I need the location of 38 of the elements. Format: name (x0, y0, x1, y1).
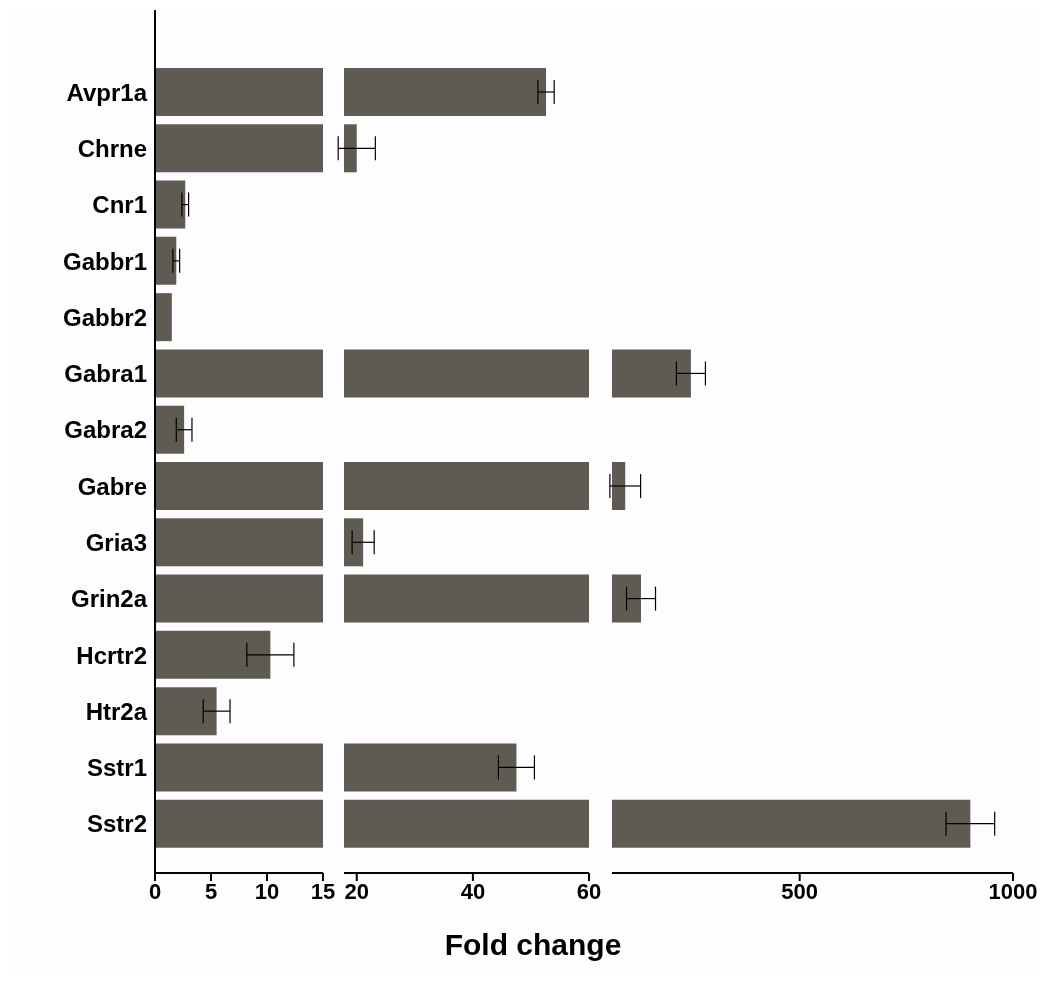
y-tick-label: Hcrtr2 (76, 641, 147, 669)
x-tick-label: 20 (344, 878, 370, 904)
bar (155, 743, 323, 792)
x-axis-title: Fold change (443, 928, 623, 962)
y-tick-label: Htr2a (85, 697, 148, 725)
y-tick-label: Grin2a (70, 585, 148, 613)
y-tick-label: Gabbr2 (62, 303, 147, 331)
bar (155, 236, 177, 285)
x-tick-label: 60 (576, 878, 602, 904)
bar (155, 630, 271, 679)
bar (155, 462, 323, 510)
bar (155, 124, 323, 173)
y-tick-label: Gabra1 (64, 360, 147, 388)
bar (155, 405, 185, 454)
bar (155, 349, 323, 398)
x-tick-label: 1000 (988, 878, 1038, 904)
bar (155, 293, 172, 342)
bar (155, 518, 323, 567)
y-tick-label: Gabre (77, 472, 147, 500)
x-tick-label: 0 (148, 878, 162, 904)
y-tick-label: Cnr1 (92, 191, 147, 219)
x-tick-label: 500 (781, 878, 819, 904)
x-tick-label: 40 (460, 878, 486, 904)
y-tick-label: Chrne (77, 134, 147, 162)
bar (155, 799, 323, 848)
x-tick-label: 15 (310, 878, 336, 904)
y-tick-label: Gabbr1 (62, 247, 147, 275)
y-tick-label: Gria3 (85, 528, 147, 556)
y-tick-label: Sstr2 (86, 810, 147, 838)
bar (155, 68, 323, 116)
y-tick-label: Avpr1a (66, 78, 148, 106)
bar (155, 574, 323, 623)
bar (155, 687, 217, 736)
x-tick-label: 5 (204, 878, 218, 904)
y-tick-label: Sstr1 (86, 754, 147, 782)
y-tick-label: Gabra2 (64, 416, 147, 444)
bar (155, 180, 186, 229)
x-tick-label: 10 (254, 878, 280, 904)
